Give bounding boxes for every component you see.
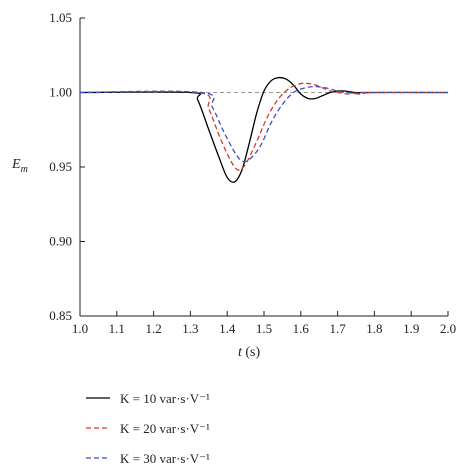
legend-label-3: K = 30 var·s·V⁻¹	[120, 451, 210, 466]
legend-label-1: K = 10 var·s·V⁻¹	[120, 391, 210, 406]
legend: K = 10 var·s·V⁻¹ K = 20 var·s·V⁻¹ K = 30 v…	[86, 391, 210, 466]
y-axis-label: Em	[11, 157, 28, 175]
x-tick-label: 1.2	[145, 321, 161, 336]
x-tick-label: 2.0	[440, 321, 456, 336]
x-tick-label: 1.7	[329, 321, 346, 336]
x-tick-label: 1.4	[219, 321, 236, 336]
x-axis-label: t (s)	[238, 345, 261, 360]
x-tick-label: 1.5	[256, 321, 272, 336]
series-line-3	[79, 85, 449, 163]
x-tick-label: 1.9	[403, 321, 419, 336]
x-tick-label: 1.6	[293, 321, 310, 336]
y-tick-label: 0.95	[49, 159, 72, 174]
x-tick-label: 1.3	[182, 321, 198, 336]
series-line-2	[79, 82, 448, 171]
plot-area: 0.85 0.90 0.95 1.00 1.05 1.0 1.1 1.2 1.3 1.4 1.5 1.…	[49, 10, 456, 336]
y-tick-label: 0.85	[49, 308, 72, 323]
x-tick-label: 1.8	[366, 321, 382, 336]
x-tick-label: 1.1	[109, 321, 125, 336]
y-tick-label: 1.00	[49, 85, 72, 100]
y-tick-label: 1.05	[49, 10, 72, 25]
y-tick-label: 0.90	[49, 234, 72, 249]
x-tick-label: 1.0	[72, 321, 88, 336]
series-line-1	[79, 76, 448, 183]
legend-label-2: K = 20 var·s·V⁻¹	[120, 421, 210, 436]
